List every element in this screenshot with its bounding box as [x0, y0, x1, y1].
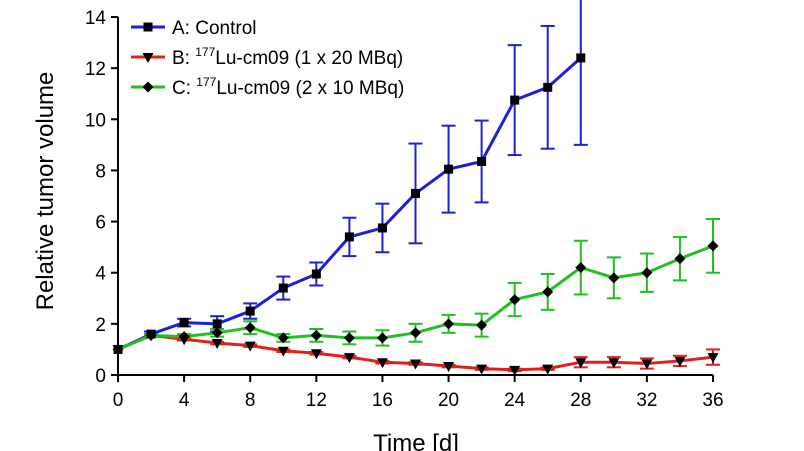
- y-tick-label: 4: [95, 264, 106, 285]
- series-b-point: [410, 359, 421, 370]
- series-b-point: [310, 349, 322, 360]
- x-tick-label: 4: [179, 390, 190, 411]
- series-b-point: [277, 346, 289, 357]
- series-b-point: [542, 364, 554, 375]
- series-a-point: [510, 95, 520, 105]
- series-c-legend-label: C: 177Lu-cm09 (2 x 10 MBq): [172, 75, 404, 99]
- series-b-point: [443, 362, 455, 373]
- series-c-point: [641, 267, 653, 279]
- series-c-point: [112, 343, 124, 355]
- series-c-point: [244, 322, 256, 334]
- x-tick-label: 12: [306, 390, 327, 411]
- series-b-legend-label: B: 177Lu-cm09 (1 x 20 MBq): [172, 45, 403, 69]
- series-c-point: [707, 240, 719, 252]
- series-c-point: [509, 294, 521, 306]
- series-c-point: [145, 329, 157, 341]
- series-b-point: [575, 358, 587, 369]
- y-tick-label: 10: [85, 110, 106, 131]
- y-axis-title: Relative tumor volume: [32, 72, 59, 311]
- x-tick-label: 16: [372, 390, 393, 411]
- y-tick-label: 2: [95, 315, 106, 336]
- series-a-legend-marker: [143, 22, 153, 32]
- series-c-point: [476, 319, 488, 331]
- x-tick-label: 0: [113, 390, 124, 411]
- series-c-point: [277, 332, 289, 344]
- series-b-point: [343, 353, 355, 364]
- series-c-point: [376, 332, 388, 344]
- series-a-point: [344, 232, 354, 242]
- series-c-point: [410, 327, 421, 339]
- y-tick-label: 8: [95, 161, 106, 182]
- series-a-point: [411, 188, 420, 198]
- x-tick-label: 32: [636, 390, 657, 411]
- series-c-point: [674, 253, 686, 265]
- series-c-point: [575, 262, 587, 274]
- x-tick-label: 8: [245, 390, 256, 411]
- series-a-point: [311, 269, 321, 279]
- series-c-point: [608, 272, 620, 284]
- series-a-point: [278, 283, 288, 293]
- y-tick-label: 12: [85, 59, 106, 80]
- series-c-point: [443, 318, 455, 330]
- x-tick-label: 36: [702, 390, 723, 411]
- series-a-point: [444, 164, 454, 174]
- y-tick-label: 6: [95, 213, 106, 234]
- series-b-point: [244, 341, 256, 352]
- series-b-point: [641, 359, 653, 370]
- series-a-point: [477, 156, 487, 166]
- series-a-legend-label: A: Control: [172, 18, 256, 39]
- x-tick-label: 20: [438, 390, 459, 411]
- series-b-point: [476, 364, 488, 375]
- series-b-point: [707, 353, 719, 364]
- series-c-point: [178, 331, 190, 343]
- series-b-point: [674, 356, 686, 367]
- x-tick-label: 28: [570, 390, 591, 411]
- series-b-point: [608, 358, 620, 369]
- x-axis-title: Time [d]: [373, 430, 459, 451]
- y-tick-label: 14: [85, 8, 107, 29]
- series-c-legend-marker: [142, 81, 154, 93]
- series-a-point: [179, 318, 189, 328]
- series-a-point: [543, 82, 553, 92]
- series-c-point: [310, 329, 322, 341]
- series-markers: [112, 53, 719, 376]
- series-a-point: [576, 53, 586, 63]
- x-tick-label: 24: [504, 390, 526, 411]
- legend: A: Control B: 177Lu-cm09 (1 x 20 MBq) C: 1…: [131, 18, 404, 99]
- series-b-point: [376, 358, 388, 369]
- series-c-point: [542, 286, 554, 298]
- series-b-point: [509, 365, 521, 376]
- series-c-point: [211, 327, 223, 339]
- y-tick-label: 0: [95, 366, 106, 387]
- series-c-point: [343, 332, 355, 344]
- series-a-point: [245, 306, 255, 316]
- series-a-point: [212, 319, 222, 329]
- series-b-legend-marker: [142, 53, 154, 63]
- series-a-point: [377, 223, 387, 233]
- series-b-point: [211, 339, 223, 350]
